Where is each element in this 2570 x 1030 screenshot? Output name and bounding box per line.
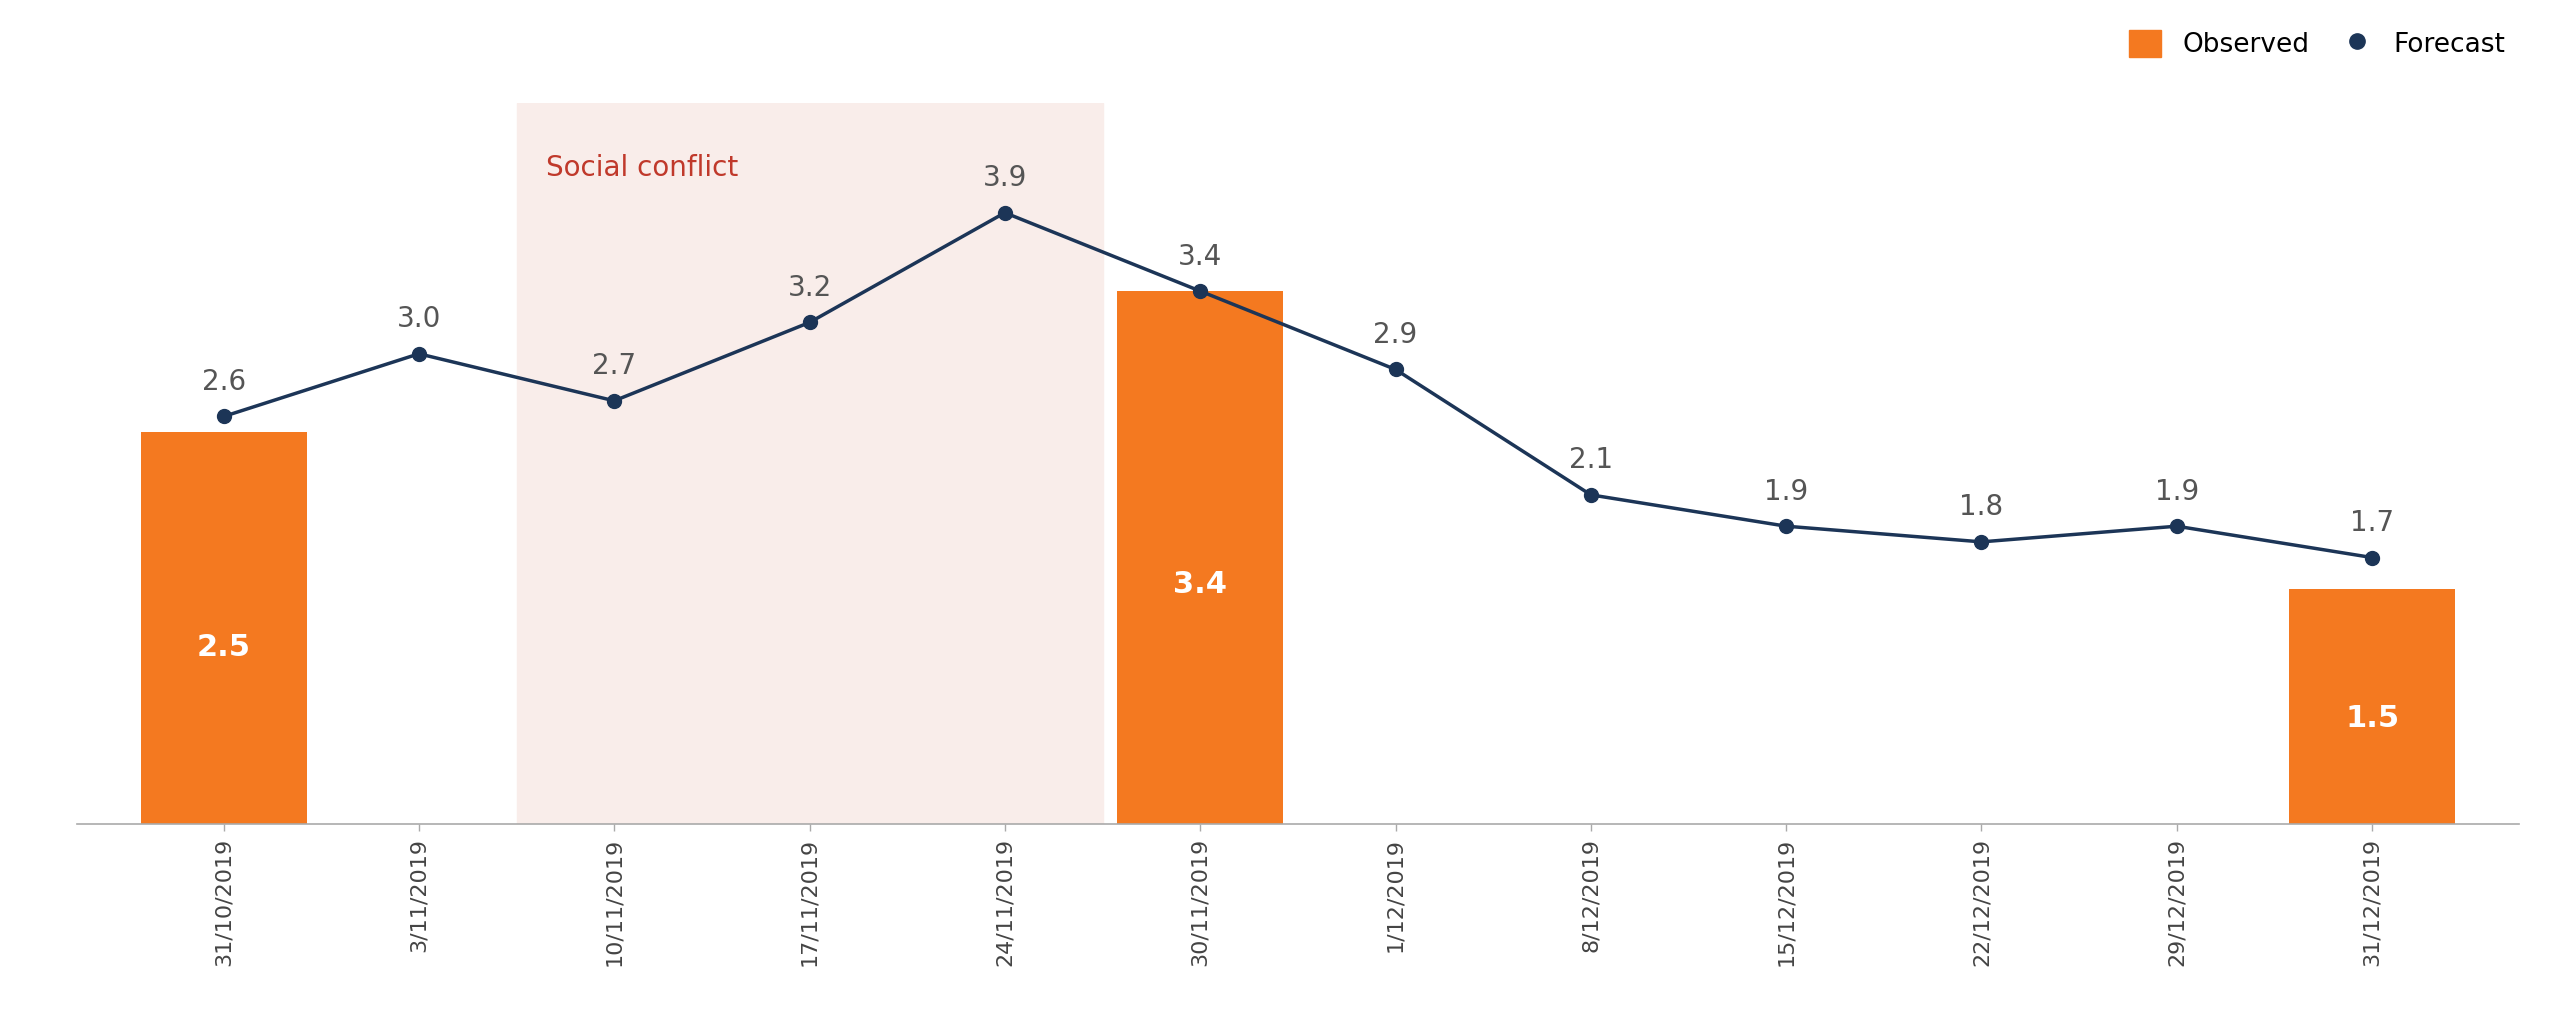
Bar — [1118, 291, 1282, 824]
Text: 3.4: 3.4 — [1172, 570, 1228, 598]
Text: 2.7: 2.7 — [591, 352, 637, 380]
Text: 1.9: 1.9 — [1763, 478, 1809, 506]
Text: Social conflict: Social conflict — [545, 153, 738, 182]
Bar — [141, 433, 306, 824]
Text: 2.6: 2.6 — [200, 368, 247, 397]
Bar — [2290, 589, 2454, 824]
Text: 2.9: 2.9 — [1372, 321, 1419, 349]
Text: 3.0: 3.0 — [396, 306, 442, 334]
Text: 1.8: 1.8 — [1958, 493, 2005, 521]
Text: 3.2: 3.2 — [786, 274, 833, 302]
Legend: Observed, Forecast: Observed, Forecast — [2131, 30, 2506, 58]
Text: 3.4: 3.4 — [1177, 243, 1223, 271]
Text: 2.1: 2.1 — [1568, 446, 1614, 475]
Bar — [517, 103, 1103, 824]
Text: 2.5: 2.5 — [195, 633, 252, 662]
Text: 1.5: 1.5 — [2344, 703, 2400, 732]
Text: 3.9: 3.9 — [982, 165, 1028, 193]
Text: 1.7: 1.7 — [2349, 509, 2395, 538]
Text: 1.9: 1.9 — [2154, 478, 2200, 506]
